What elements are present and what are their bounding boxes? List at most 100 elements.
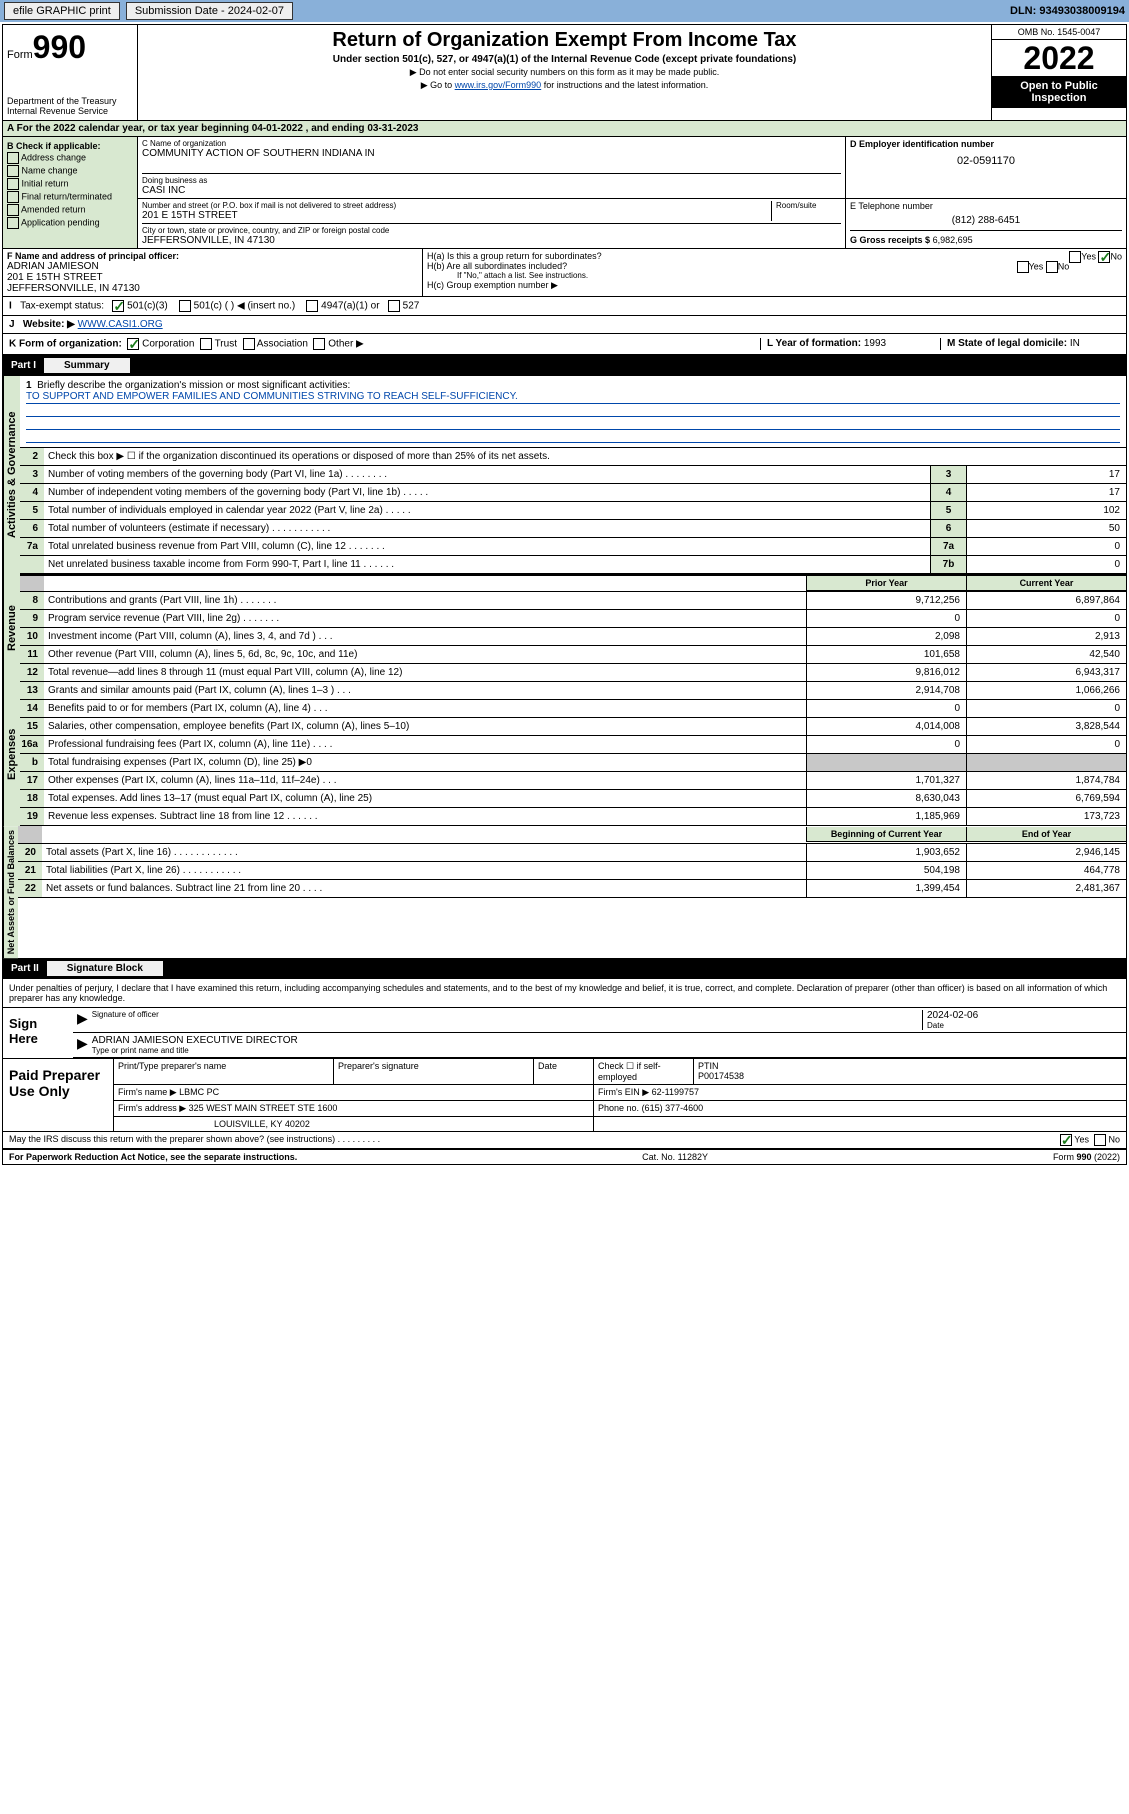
firm-phone: (615) 377-4600 [642, 1103, 704, 1113]
check-trust[interactable] [200, 338, 212, 350]
officer-addr1: 201 E 15TH STREET [7, 272, 418, 283]
form-title: Return of Organization Exempt From Incom… [142, 29, 987, 52]
prior-value: 2,098 [806, 628, 966, 645]
name-title-label: Type or print name and title [92, 1046, 1122, 1055]
org-website-link[interactable]: WWW.CASI1.ORG [78, 319, 163, 330]
website-row: J Website: ▶ WWW.CASI1.ORG [3, 316, 1126, 334]
prior-value: 1,701,327 [806, 772, 966, 789]
sum-desc: Benefits paid to or for members (Part IX… [44, 701, 806, 716]
check-final-return[interactable]: Final return/terminated [7, 191, 133, 203]
vert-label-governance: Activities & Governance [3, 376, 20, 574]
prior-value: 1,903,652 [806, 844, 966, 861]
part2-header: Part II Signature Block [3, 958, 1126, 979]
form-number: Form990 [7, 29, 133, 66]
check-corporation[interactable] [127, 338, 139, 350]
sum-desc: Total revenue—add lines 8 through 11 (mu… [44, 665, 806, 680]
firm-phone-label: Phone no. [598, 1103, 639, 1113]
ssn-note: ▶ Do not enter social security numbers o… [142, 67, 987, 78]
ha-row: H(a) Is this a group return for subordin… [427, 251, 1122, 261]
sum-desc: Total unrelated business revenue from Pa… [44, 539, 930, 554]
check-501c[interactable] [179, 300, 191, 312]
officer-addr2: JEFFERSONVILLE, IN 47130 [7, 283, 418, 294]
current-value: 3,828,544 [966, 718, 1126, 735]
city-value: JEFFERSONVILLE, IN 47130 [142, 235, 841, 246]
dba-label: Doing business as [142, 176, 841, 185]
irs-form990-link[interactable]: www.irs.gov/Form990 [455, 80, 542, 90]
k-form-org: K Form of organization: Corporation Trus… [9, 338, 760, 350]
ptin-value: P00174538 [698, 1071, 744, 1081]
sum-desc: Other expenses (Part IX, column (A), lin… [44, 773, 806, 788]
prior-value: 9,816,012 [806, 664, 966, 681]
check-application-pending[interactable]: Application pending [7, 217, 133, 229]
sum-desc: Net assets or fund balances. Subtract li… [42, 881, 806, 896]
ptin-label: PTIN [698, 1061, 719, 1071]
sum-value: 0 [966, 538, 1126, 555]
current-value: 2,946,145 [966, 844, 1126, 861]
self-employed-check[interactable]: Check ☐ if self-employed [594, 1059, 694, 1084]
check-amended[interactable]: Amended return [7, 204, 133, 216]
street-value: 201 E 15TH STREET [142, 210, 771, 221]
sum-desc: Number of voting members of the governin… [44, 467, 930, 482]
omb-number: OMB No. 1545-0047 [992, 25, 1126, 40]
prep-sig-label: Preparer's signature [334, 1059, 534, 1084]
sig-date-label: Date [927, 1021, 1122, 1030]
prior-value: 101,658 [806, 646, 966, 663]
current-value: 42,540 [966, 646, 1126, 663]
discuss-yes[interactable]: Yes [1060, 1134, 1089, 1146]
inspection-badge: Open to Public Inspection [992, 76, 1126, 108]
discuss-no[interactable]: No [1094, 1134, 1120, 1146]
org-name: COMMUNITY ACTION OF SOUTHERN INDIANA IN [142, 148, 841, 159]
check-association[interactable] [243, 338, 255, 350]
current-value: 2,481,367 [966, 880, 1126, 897]
current-value: 464,778 [966, 862, 1126, 879]
section-b-checkboxes: B Check if applicable: Address change Na… [3, 137, 138, 248]
sum-desc: Number of independent voting members of … [44, 485, 930, 500]
officer-name: ADRIAN JAMIESON [7, 261, 418, 272]
form-ref: Form 990 (2022) [1053, 1152, 1120, 1162]
sum-desc: Professional fundraising fees (Part IX, … [44, 737, 806, 752]
paid-preparer-label: Paid Preparer Use Only [3, 1059, 113, 1131]
print-name-label: Print/Type preparer's name [114, 1059, 334, 1084]
sum-desc: Total fundraising expenses (Part IX, col… [44, 755, 806, 770]
current-value: 6,769,594 [966, 790, 1126, 807]
current-value: 0 [966, 736, 1126, 753]
signature-intro: Under penalties of perjury, I declare th… [3, 979, 1126, 1008]
sum-desc: Total liabilities (Part X, line 26) . . … [42, 863, 806, 878]
current-value: 173,723 [966, 808, 1126, 825]
sum-value: 102 [966, 502, 1126, 519]
prior-value [806, 754, 966, 771]
check-initial-return[interactable]: Initial return [7, 178, 133, 190]
sum-value: 50 [966, 520, 1126, 537]
check-501c3[interactable] [112, 300, 124, 312]
sign-here-label: Sign Here [3, 1008, 73, 1058]
firm-name-label: Firm's name ▶ [118, 1087, 177, 1097]
current-value: 1,874,784 [966, 772, 1126, 789]
sig-date-value: 2024-02-06 [927, 1010, 1122, 1021]
tax-year: 2022 [992, 40, 1126, 76]
website-note: ▶ Go to www.irs.gov/Form990 for instruct… [142, 80, 987, 91]
begin-year-header: Beginning of Current Year [806, 827, 966, 842]
tax-status-row: I Tax-exempt status: 501(c)(3) 501(c) ( … [3, 297, 1126, 316]
check-address-change[interactable]: Address change [7, 152, 133, 164]
part1-header: Part I Summary [3, 355, 1126, 376]
dept-label: Department of the Treasury [7, 96, 133, 106]
check-527[interactable] [388, 300, 400, 312]
sum-desc: Salaries, other compensation, employee b… [44, 719, 806, 734]
submission-date-button[interactable]: Submission Date - 2024-02-07 [126, 2, 293, 20]
vert-label-expenses: Expenses [3, 682, 20, 826]
check-other[interactable] [313, 338, 325, 350]
row-a-tax-year: A For the 2022 calendar year, or tax yea… [3, 121, 1126, 137]
firm-ein-label: Firm's EIN ▶ [598, 1087, 649, 1097]
form-subtitle: Under section 501(c), 527, or 4947(a)(1)… [142, 54, 987, 65]
hb-row: H(b) Are all subordinates included? Yes … [427, 261, 1122, 271]
firm-addr1: 325 WEST MAIN STREET STE 1600 [189, 1103, 338, 1113]
sum-desc: Total assets (Part X, line 16) . . . . .… [42, 845, 806, 860]
check-name-change[interactable]: Name change [7, 165, 133, 177]
sum-desc: Net unrelated business taxable income fr… [44, 557, 930, 572]
arrow-icon: ▶ [77, 1035, 88, 1055]
ein-label: D Employer identification number [850, 139, 1122, 149]
sum-value: 0 [966, 556, 1126, 573]
prior-value: 4,014,008 [806, 718, 966, 735]
check-4947[interactable] [306, 300, 318, 312]
efile-print-button[interactable]: efile GRAPHIC print [4, 2, 120, 20]
